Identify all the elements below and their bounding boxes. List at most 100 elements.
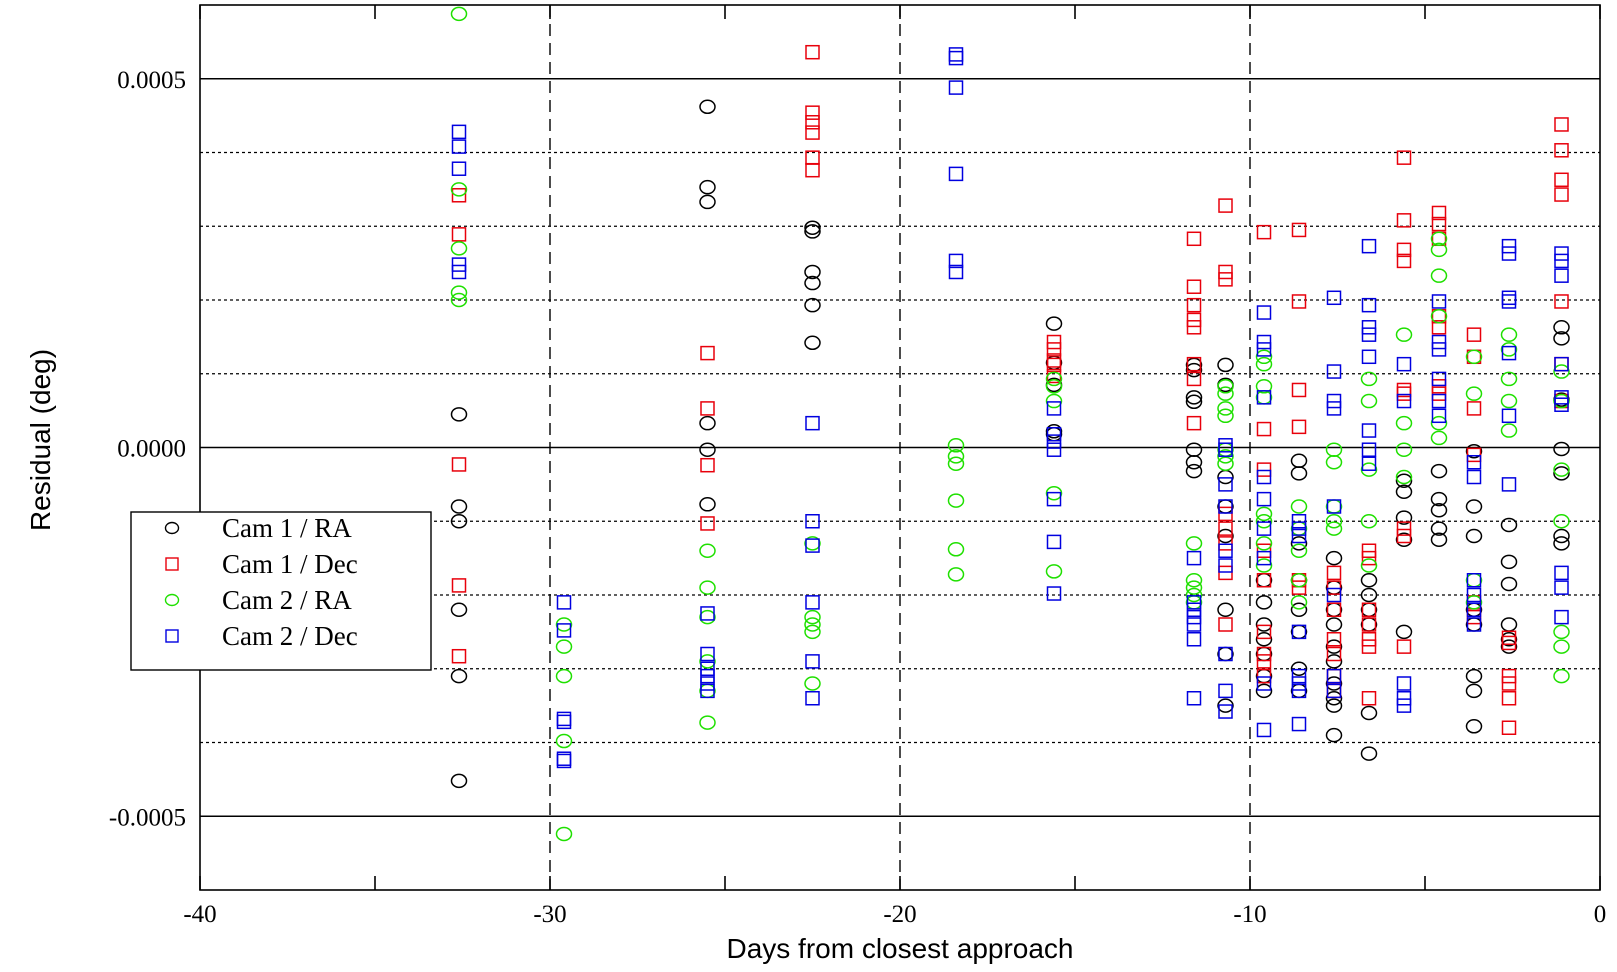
data-point — [1326, 565, 1342, 581]
data-point — [1325, 455, 1343, 470]
data-point — [1046, 426, 1062, 442]
data-point — [1431, 334, 1447, 350]
data-point — [1255, 536, 1273, 551]
data-point — [1396, 253, 1412, 269]
data-point — [1430, 491, 1448, 507]
data-point — [1430, 521, 1448, 536]
data-point — [1500, 327, 1518, 342]
data-point — [948, 264, 964, 280]
data-point — [1325, 550, 1343, 566]
data-point — [805, 595, 820, 610]
data-point — [1291, 382, 1307, 398]
data-point — [1361, 327, 1377, 342]
data-point — [1430, 502, 1448, 518]
data-point — [450, 773, 468, 789]
data-point — [1291, 676, 1307, 691]
data-point — [1396, 386, 1412, 401]
data-point — [1256, 342, 1272, 357]
data-point — [1396, 698, 1412, 713]
data-point — [1218, 543, 1233, 558]
data-point — [1553, 320, 1570, 335]
data-point — [1218, 558, 1233, 573]
data-point — [947, 493, 965, 508]
data-point — [1501, 668, 1517, 684]
data-point — [700, 683, 715, 699]
data-point — [1290, 661, 1308, 676]
data-point — [805, 654, 820, 669]
data-point — [1325, 691, 1343, 706]
data-point — [1465, 499, 1483, 514]
data-point — [1291, 528, 1307, 544]
data-point — [1325, 617, 1343, 632]
data-point — [1361, 238, 1377, 254]
data-point — [947, 449, 965, 464]
legend-label: Cam 1 / Dec — [222, 549, 358, 579]
data-point — [1554, 143, 1569, 158]
data-point — [1396, 676, 1412, 691]
data-point — [805, 125, 820, 140]
data-point — [555, 668, 573, 684]
legend-marker-square — [165, 557, 179, 571]
data-point — [1256, 224, 1272, 240]
data-point — [1465, 595, 1483, 610]
data-point — [804, 275, 821, 291]
data-point — [1500, 371, 1518, 387]
axis-ticks: -40 -30 -20 -10 0 -0.0005 0.0000 0.0005 — [109, 5, 1606, 928]
data-point — [1255, 595, 1273, 610]
data-point — [1186, 279, 1202, 294]
data-point — [1554, 565, 1569, 581]
data-point — [1185, 580, 1203, 595]
data-point — [1466, 609, 1482, 625]
data-point — [1186, 609, 1202, 625]
data-point — [1217, 602, 1234, 617]
data-point — [948, 80, 964, 95]
data-point — [1255, 514, 1273, 529]
data-point — [1325, 521, 1343, 536]
data-point — [1466, 447, 1482, 463]
data-point — [1395, 510, 1413, 525]
data-point — [1326, 290, 1342, 306]
data-point — [1430, 430, 1448, 446]
legend-marker-circle — [164, 521, 180, 535]
data-point — [451, 227, 467, 242]
data-point — [1466, 573, 1482, 588]
data-point — [1185, 573, 1203, 588]
data-point — [1554, 356, 1569, 372]
data-point — [1218, 272, 1233, 287]
data-point — [1466, 602, 1482, 617]
data-point — [1361, 349, 1377, 365]
data-point — [947, 542, 965, 557]
data-point — [1500, 393, 1518, 409]
data-point — [1326, 401, 1342, 416]
data-point — [1255, 683, 1273, 699]
data-point — [700, 345, 715, 361]
series-cam-2-dec — [451, 47, 1569, 769]
data-point — [1326, 683, 1342, 699]
data-point — [1218, 617, 1233, 632]
data-point — [947, 456, 965, 471]
data-point — [805, 162, 820, 178]
data-point — [1500, 423, 1518, 438]
data-point — [699, 543, 716, 558]
data-point — [1395, 469, 1413, 485]
data-point — [1501, 294, 1517, 309]
data-point — [1217, 401, 1234, 416]
data-point — [1431, 294, 1447, 309]
data-point — [1290, 543, 1308, 558]
data-point — [1325, 727, 1343, 743]
data-point — [1218, 506, 1233, 522]
data-point — [1554, 397, 1569, 412]
data-point — [1554, 187, 1569, 202]
data-point — [1396, 150, 1412, 165]
data-point — [804, 624, 821, 640]
data-point — [804, 536, 821, 551]
data-point — [1186, 415, 1202, 431]
x-tick-label: -10 — [1233, 901, 1266, 928]
data-point — [1553, 393, 1570, 409]
data-point — [555, 617, 573, 632]
data-point — [1501, 477, 1517, 492]
data-point — [1325, 698, 1343, 713]
data-point — [1554, 268, 1569, 283]
data-point — [1500, 639, 1518, 654]
data-point — [1360, 573, 1378, 588]
